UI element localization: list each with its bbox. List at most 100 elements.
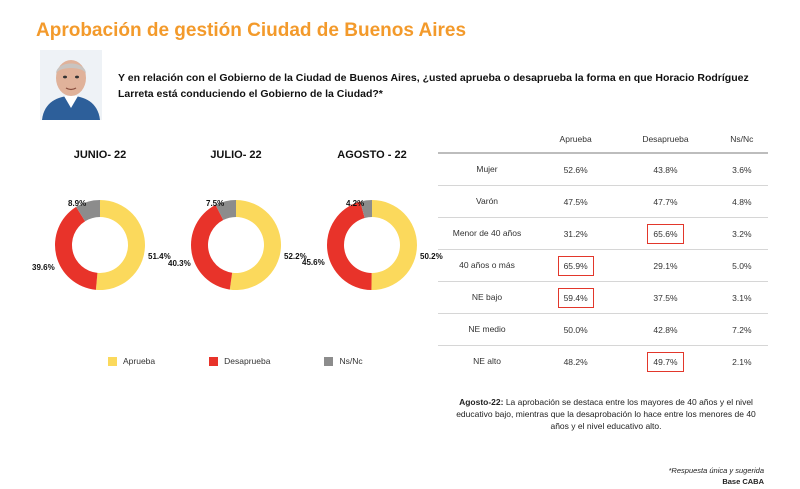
segment-table: Aprueba Desaprueba Ns/Nc Mujer 52.6% 43.8%… [438,126,768,377]
table-cell: 65.9% [536,249,616,282]
table-header-nsnc: Ns/Nc [730,134,754,144]
page-title: Aprobación de gestión Ciudad de Buenos A… [36,20,467,41]
politician-photo [40,50,102,120]
table-header-desaprueba: Desaprueba [642,134,689,144]
slice-label-nsnc: 8.9% [68,199,87,208]
table-cell: 29.1% [615,249,716,282]
cell-value: 4.8% [732,196,752,207]
table-cell: 47.7% [615,185,716,218]
note-heading: Agosto-22: [459,397,504,407]
chart-legend: Aprueba Desaprueba Ns/Nc [108,356,417,366]
table-row: NE bajo 59.4% 37.5% 3.1% [438,281,768,314]
slice-aprueba [95,200,146,290]
table-cell: 59.4% [536,281,616,314]
highlighted-value: 65.6% [647,223,684,244]
row-label: Menor de 40 años [438,217,536,250]
row-label: Mujer [438,152,536,186]
legend-label-aprueba: Aprueba [123,356,156,366]
table-row: 40 años o más 65.9% 29.1% 5.0% [438,249,768,282]
row-label: NE bajo [438,281,536,314]
table-cell: 5.0% [715,249,768,282]
slice-label-nsnc: 7.5% [206,199,225,208]
legend-swatch-nsnc [324,356,334,366]
cell-value: 3.1% [732,292,752,303]
cell-value: 47.5% [563,196,588,207]
analysis-note: Agosto-22: La aprobación se destaca entr… [446,396,766,432]
table-row: NE alto 48.2% 49.7% 2.1% [438,345,768,377]
table-row: Menor de 40 años 31.2% 65.6% 3.2% [438,217,768,250]
table-header-segment [438,126,536,153]
slice-label-desaprueba: 39.6% [32,263,55,272]
donut-chart-agosto [326,200,417,290]
highlighted-value: 59.4% [557,287,594,308]
table-header-row: Aprueba Desaprueba Ns/Nc [438,126,768,153]
table-cell: 52.6% [536,152,616,186]
cell-value: 42.8% [653,324,678,335]
slice-desaprueba [55,206,98,290]
table-cell: 3.6% [715,152,768,186]
slice-aprueba [371,200,417,290]
row-label: 40 años o más [438,249,536,282]
table-cell: 49.7% [615,345,716,377]
slice-nsnc [360,200,372,218]
cell-value: 43.8% [653,164,678,175]
table-cell: 3.1% [715,281,768,314]
cell-value: 3.2% [732,228,752,239]
slice-label-aprueba: 52.2% [284,252,307,261]
table-row: Varón 47.5% 47.7% 4.8% [438,185,768,218]
table-row: Mujer 52.6% 43.8% 3.6% [438,152,768,186]
cell-value: 3.6% [732,164,752,175]
table-header-aprueba: Aprueba [559,134,592,144]
cell-value: 2.1% [732,356,752,367]
cell-value: 37.5% [653,292,678,303]
cell-value: 50.0% [563,324,588,335]
donut-chart-junio [55,200,146,290]
legend-item-desaprueba: Desaprueba [209,356,270,366]
cell-value: 48.2% [563,356,588,367]
table-body: Mujer 52.6% 43.8% 3.6% Varón 47.5% 47.7% 4.8% Me… [438,152,768,377]
highlighted-value: 49.7% [647,351,684,372]
table-cell: 43.8% [615,152,716,186]
row-label: NE medio [438,313,536,346]
slice-label-aprueba: 50.2% [420,252,443,261]
legend-swatch-desaprueba [209,356,219,366]
table-cell: 7.2% [715,313,768,346]
table-cell: 37.5% [615,281,716,314]
highlighted-value: 65.9% [557,255,594,276]
cell-value: 5.0% [732,260,752,271]
legend-item-nsnc: Ns/Nc [324,356,363,366]
survey-question: Y en relación con el Gobierno de la Ciud… [118,72,749,100]
cell-value: 29.1% [653,260,678,271]
table-cell: 3.2% [715,217,768,250]
row-label: NE alto [438,345,536,377]
slice-nsnc [76,200,100,222]
legend-label-desaprueba: Desaprueba [224,356,271,366]
cell-value: 31.2% [563,228,588,239]
slice-nsnc [215,200,236,221]
footnote: *Respuesta única y sugerida [668,466,764,475]
table-cell: 65.6% [615,217,716,250]
slice-aprueba [229,200,281,290]
cell-value: 52.6% [563,164,588,175]
table-cell: 48.2% [536,345,616,377]
legend-item-aprueba: Aprueba [108,356,155,366]
donut-title-agosto: AGOSTO - 22 [337,149,407,161]
row-label: Varón [438,185,536,218]
legend-label-nsnc: Ns/Nc [339,356,363,366]
slice-label-nsnc: 4.2% [346,199,365,208]
donut-title-julio: JULIO- 22 [210,149,262,161]
cell-value: 47.7% [653,196,678,207]
legend-swatch-aprueba [108,356,117,366]
table-cell: 50.0% [536,313,616,346]
slice-desaprueba [326,201,372,290]
table-cell: 31.2% [536,217,616,250]
donut-title-junio: JUNIO- 22 [73,149,127,161]
slice-desaprueba [191,204,233,290]
table-cell: 42.8% [615,313,716,346]
table-cell: 4.8% [715,185,768,218]
slice-label-desaprueba: 45.6% [302,258,325,267]
slice-label-desaprueba: 40.3% [168,259,191,268]
base-label: Base CABA [722,477,764,486]
donut-chart-julio [191,200,281,290]
table-row: NE medio 50.0% 42.8% 7.2% [438,313,768,346]
